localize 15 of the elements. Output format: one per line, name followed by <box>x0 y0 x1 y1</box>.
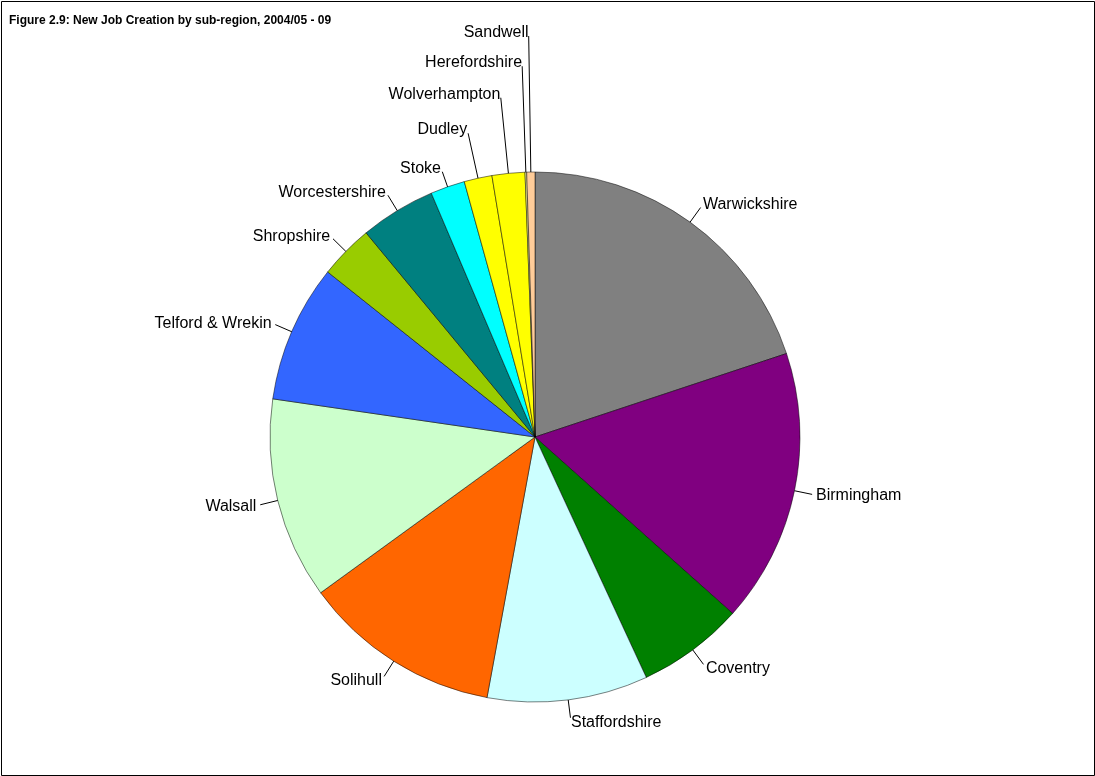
slice-label: Wolverhampton <box>388 84 501 102</box>
chart-title: Figure 2.9: New Job Creation by sub-region, 2004/05 - 09 <box>9 13 332 27</box>
slice-label: Dudley <box>417 120 468 138</box>
slice-label: Herefordshire <box>425 53 523 71</box>
slice-label: Telford & Wrekin <box>154 314 272 332</box>
slice-label: Solihull <box>330 670 382 688</box>
slice-label: Worcestershire <box>278 182 386 200</box>
slice-label: Shropshire <box>252 226 331 244</box>
slice-label: Sandwell <box>463 23 529 41</box>
slice-label: Stoke <box>400 158 442 176</box>
slice-label: Coventry <box>705 658 770 676</box>
slice-label: Birmingham <box>816 486 902 504</box>
slice-label: Walsall <box>205 496 257 514</box>
slice-label: Staffordshire <box>570 712 662 730</box>
slice-label: Warwickshire <box>702 195 798 213</box>
